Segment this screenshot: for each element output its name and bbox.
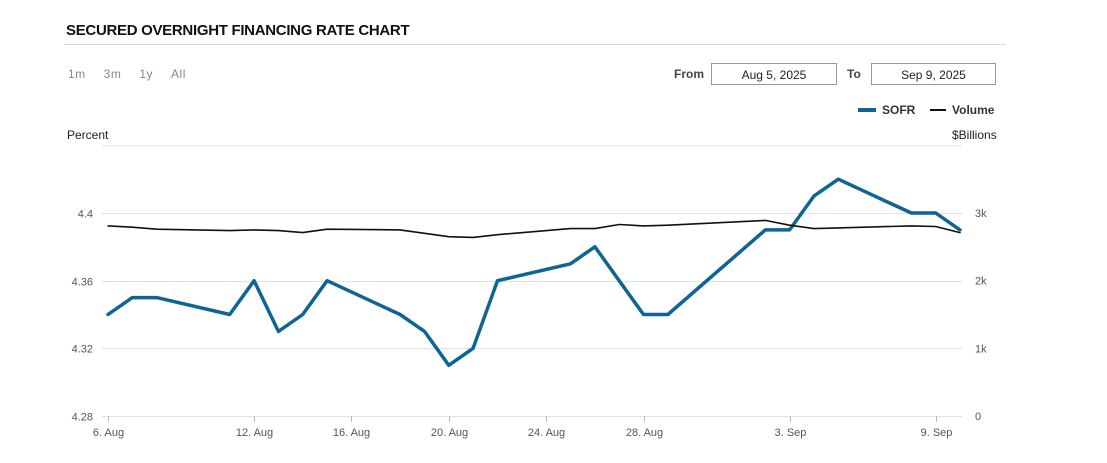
range-button-all[interactable]: All bbox=[171, 67, 186, 81]
y-right-tick-label: 0 bbox=[975, 411, 981, 423]
x-tick-label: 3. Sep bbox=[775, 427, 807, 439]
x-tick-label: 6. Aug bbox=[93, 427, 124, 439]
range-button-3m[interactable]: 3m bbox=[103, 67, 122, 81]
range-selector: 1m 3m 1y All bbox=[68, 67, 204, 81]
from-label: From bbox=[674, 67, 704, 81]
right-axis-title: $Billions bbox=[952, 128, 997, 142]
x-tick-label: 12. Aug bbox=[236, 427, 273, 439]
x-tick-label: 28. Aug bbox=[626, 427, 663, 439]
range-button-1y[interactable]: 1y bbox=[139, 67, 154, 81]
x-tick-label: 24. Aug bbox=[528, 427, 565, 439]
y-left-tick-label: 4.4 bbox=[78, 209, 93, 221]
series-line-sofr bbox=[106, 177, 962, 368]
series-line-volume bbox=[107, 219, 961, 239]
x-tick-label: 20. Aug bbox=[431, 427, 468, 439]
legend-label-sofr: SOFR bbox=[882, 103, 916, 117]
x-tick-label: 9. Sep bbox=[921, 427, 953, 439]
legend-swatch-sofr bbox=[858, 108, 876, 112]
from-date-input[interactable]: Aug 5, 2025 bbox=[711, 63, 837, 85]
x-tick-label: 16. Aug bbox=[333, 427, 370, 439]
y-right-tick-label: 1k bbox=[975, 343, 987, 355]
range-button-1m[interactable]: 1m bbox=[68, 67, 86, 81]
title-divider bbox=[64, 44, 1006, 45]
y-right-tick-label: 2k bbox=[975, 276, 987, 288]
legend-label-volume: Volume bbox=[952, 103, 995, 117]
left-axis-title: Percent bbox=[67, 128, 109, 142]
chart-title: SECURED OVERNIGHT FINANCING RATE CHART bbox=[66, 22, 410, 39]
legend-item-sofr[interactable]: SOFR bbox=[858, 103, 915, 117]
y-right-tick-label: 3k bbox=[975, 208, 987, 220]
y-left-tick-label: 4.28 bbox=[72, 412, 93, 424]
legend-swatch-volume bbox=[930, 109, 946, 111]
to-label: To bbox=[847, 67, 861, 81]
y-left-tick-label: 4.36 bbox=[72, 277, 93, 289]
legend-item-volume[interactable]: Volume bbox=[930, 103, 994, 117]
y-left-tick-label: 4.32 bbox=[72, 344, 93, 356]
to-date-input[interactable]: Sep 9, 2025 bbox=[871, 63, 996, 85]
